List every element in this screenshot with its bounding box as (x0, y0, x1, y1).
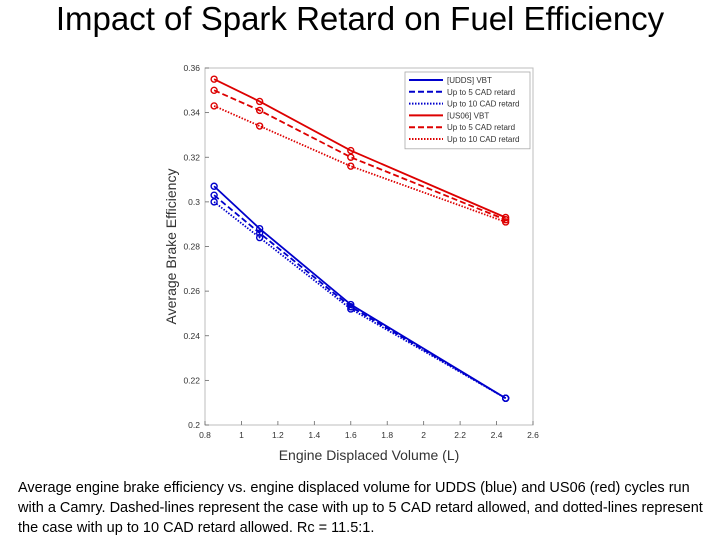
legend-entry: Up to 10 CAD retard (447, 100, 519, 109)
x-tick-label: 0.8 (199, 430, 211, 440)
x-tick-label: 1.4 (308, 430, 320, 440)
series-4-point (210, 86, 218, 95)
x-tick-label: 1 (239, 430, 244, 440)
series-line-0 (213, 185, 507, 399)
series-line-4 (213, 89, 507, 221)
legend-entry: [US06] VBT (447, 111, 489, 120)
series-4-point (347, 153, 355, 161)
series-0-point (255, 224, 264, 233)
series-4-point (501, 216, 510, 224)
series-3-point (501, 213, 510, 222)
y-tick-label: 0.32 (183, 152, 200, 162)
slide-title: Impact of Spark Retard on Fuel Efficienc… (55, 0, 665, 37)
series-1-point (255, 229, 264, 237)
x-tick-label: 2.2 (454, 430, 466, 440)
series-4-point (255, 106, 264, 115)
x-tick-label: 2 (421, 430, 426, 440)
series-layer (210, 75, 510, 402)
series-5-point (347, 162, 355, 170)
legend-box (404, 71, 531, 150)
x-tick-label: 1.8 (381, 430, 393, 440)
series-2-point (347, 305, 355, 313)
axis-layer: 0.8 1 1.2 1.4 1.6 1.8 2 2.2 2.4 2.6 0.2 0.22 0.24 0.2… (183, 63, 539, 440)
efficiency-chart: 0.8 1 1.2 1.4 1.6 1.8 2 2.2 2.4 2.6 0.2 0.22 0.24 0.2… (163, 63, 539, 463)
legend-entry: Up to 5 CAD retard (447, 88, 515, 97)
legend: [UDDS] VBT Up to 5 CAD retard Up to 10 CAD… (404, 71, 531, 150)
series-line-1 (213, 194, 507, 399)
figure-caption: Average engine brake efficiency vs. engi… (18, 480, 703, 536)
series-5-point (255, 122, 264, 130)
series-3-point (210, 75, 218, 83)
x-tick-label: 1.6 (345, 430, 357, 440)
y-tick-label: 0.34 (183, 108, 200, 118)
y-axis-label: Average Brake Efficiency (163, 169, 179, 325)
y-tick-label: 0.3 (188, 197, 200, 207)
series-line-3 (213, 78, 507, 219)
x-tick-label: 1.2 (272, 430, 284, 440)
x-axis-label: Engine Displaced Volume (L) (279, 447, 460, 463)
y-tick-label: 0.22 (183, 375, 200, 385)
legend-entry: [UDDS] VBT (447, 76, 492, 85)
y-tick-label: 0.2 (188, 420, 200, 430)
series-3-point (255, 97, 264, 106)
legend-entry: Up to 5 CAD retard (447, 123, 515, 132)
y-tick-label: 0.26 (183, 286, 200, 296)
y-tick-label: 0.28 (183, 242, 200, 252)
y-tick-label: 0.24 (183, 331, 200, 341)
series-line-5 (213, 105, 506, 223)
y-tick-label: 0.36 (183, 63, 200, 73)
x-tick-label: 2.4 (491, 430, 503, 440)
series-2-point (255, 233, 264, 242)
legend-entry: Up to 10 CAD retard (447, 135, 519, 144)
series-0-point (210, 182, 218, 190)
series-5-point (210, 102, 218, 110)
series-2-point (210, 198, 218, 206)
series-5-point (501, 218, 510, 226)
series-2-point (501, 394, 510, 402)
x-tick-label: 2.6 (527, 430, 539, 440)
